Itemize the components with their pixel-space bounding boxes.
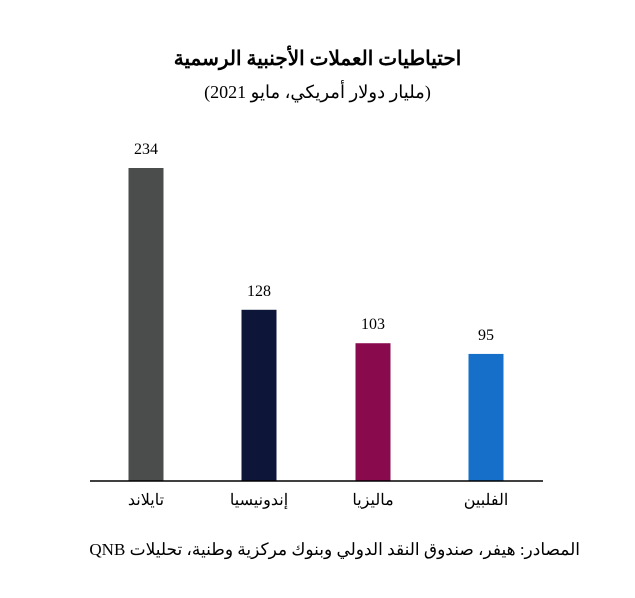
category-label-thailand: تايلاند (128, 492, 164, 509)
bar-philippines (468, 353, 504, 481)
data-label-thailand: 234 (134, 141, 158, 158)
bar-indonesia (241, 309, 277, 481)
chart-title: احتياطيات العملات الأجنبية الرسمية (173, 48, 462, 70)
category-label-philippines: الفلبين (464, 492, 509, 509)
data-label-malaysia: 103 (361, 316, 385, 333)
source-note: المصادر: هيفر، صندوق النقد الدولي وبنوك … (89, 540, 580, 559)
bar-malaysia (355, 343, 391, 481)
bar-thailand (128, 168, 164, 481)
data-label-philippines: 95 (478, 327, 494, 344)
chart-subtitle: (مليار دولار أمريكي، مايو 2021) (204, 82, 431, 102)
data-label-indonesia: 128 (247, 283, 271, 300)
category-label-indonesia: إندونيسيا (230, 492, 288, 509)
category-label-malaysia: ماليزيا (352, 492, 393, 509)
bars-layer: 234 تايلاند 128 إندونيسيا 103 ماليزيا 95 الفلبي… (128, 141, 508, 509)
